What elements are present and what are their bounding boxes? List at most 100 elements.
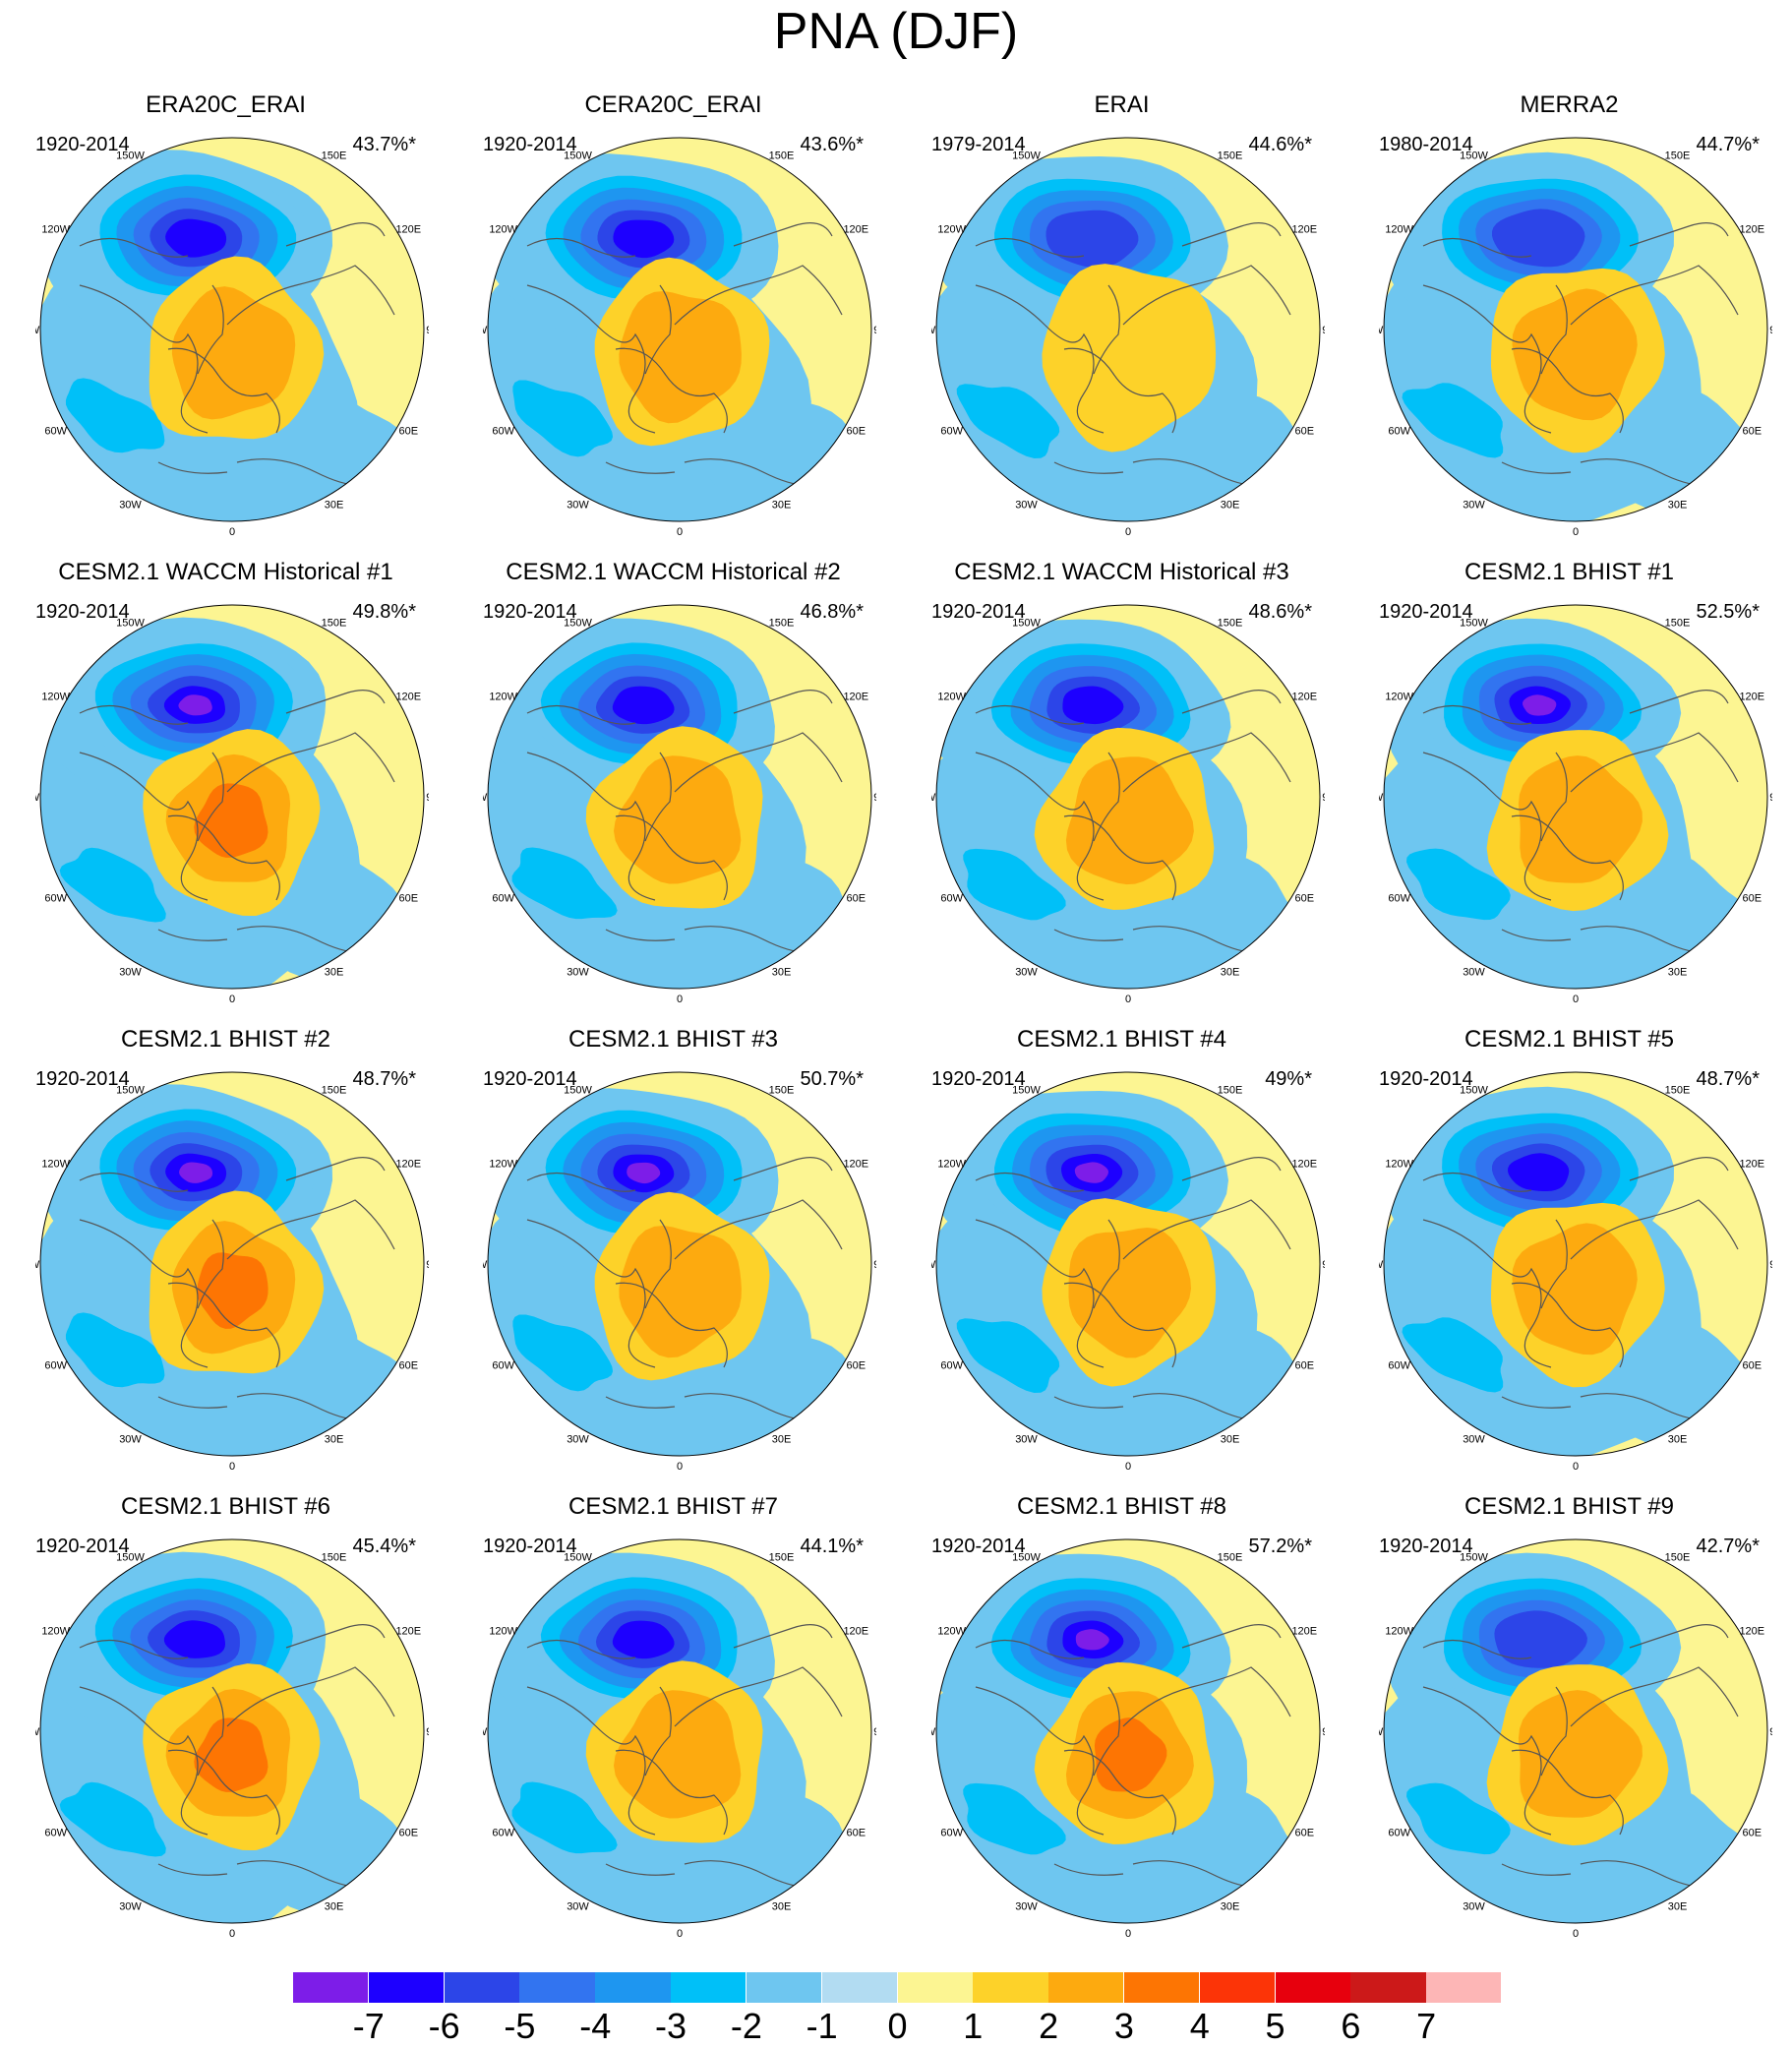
panel-title: CESM2.1 WACCM Historical #3 — [954, 559, 1289, 585]
coastline — [644, 1686, 672, 1777]
panel-explained-variance: 48.6%* — [1248, 601, 1313, 623]
longitude-label: 30E — [1221, 500, 1240, 512]
coastline — [79, 1686, 209, 1836]
coastline — [1053, 1863, 1124, 1876]
longitude-label: 120E — [1291, 1626, 1317, 1638]
coastline — [615, 347, 728, 434]
contour-field — [1384, 1539, 1767, 1923]
colorbar-tick-label: 4 — [1189, 2006, 1210, 2046]
coastline — [1422, 752, 1552, 901]
panel-title: ERAI — [1094, 91, 1150, 118]
longitude-label: 60E — [847, 1360, 866, 1372]
longitude-label: 90W — [1379, 1259, 1384, 1271]
coastline — [733, 690, 833, 714]
pacific-low-level-neg6 — [1062, 686, 1124, 725]
longitude-label: 180 — [223, 1535, 241, 1536]
coastline — [975, 752, 1105, 901]
longitude-label: 30W — [119, 1901, 142, 1913]
coastline — [1540, 752, 1568, 842]
longitude-label: 120E — [1739, 692, 1764, 703]
coastline — [605, 1396, 676, 1409]
longitude-label: 90W — [35, 792, 40, 804]
panel-title: CESM2.1 BHIST #3 — [568, 1026, 778, 1053]
ridge-level-pos4 — [197, 1252, 269, 1329]
longitude-label: 120E — [395, 1159, 421, 1171]
colorbar-swatch — [293, 1972, 370, 2003]
longitude-label: 0 — [677, 1461, 683, 1473]
ridge-level-pos3 — [1065, 756, 1194, 885]
panel-explained-variance: 42.7%* — [1696, 1536, 1761, 1557]
panel-explained-variance: 48.7%* — [1696, 1068, 1761, 1090]
longitude-label: 30E — [772, 1434, 792, 1446]
longitude-label: 150E — [1665, 1085, 1691, 1097]
coastline — [157, 461, 228, 474]
coastline — [197, 1219, 224, 1309]
coastline — [1629, 222, 1729, 247]
longitude-label: 0 — [1573, 1928, 1579, 1940]
longitude-label: 30W — [1463, 967, 1485, 979]
colorbar-swatch — [671, 1972, 747, 2003]
coastline — [674, 732, 843, 793]
polar-map: 180 150W 150E 120W 120E 90W 90E 60W 60E 30W 30E 0 — [35, 1535, 429, 1940]
colorbar-swatch — [746, 1972, 823, 2003]
longitude-label: 30W — [567, 1434, 589, 1446]
coastline — [79, 752, 209, 901]
panel-explained-variance: 43.6%* — [800, 134, 865, 155]
longitude-label: 0 — [1573, 526, 1579, 538]
contour-level-neg2 — [511, 1781, 618, 1854]
coastline — [1422, 1172, 1532, 1192]
longitude-label: 180 — [1119, 133, 1137, 135]
longitude-label: 30W — [1463, 500, 1485, 512]
longitude-label: 60W — [1388, 1828, 1410, 1839]
coastline — [975, 1639, 1085, 1659]
coastline — [167, 814, 280, 901]
coastline — [1063, 1749, 1176, 1836]
map-boundary — [39, 1071, 425, 1457]
longitude-label: 30E — [772, 1901, 792, 1913]
longitude-label: 0 — [229, 1928, 235, 1940]
pacific-low-level-neg7 — [1523, 694, 1557, 716]
polar-map: 180 150W 150E 120W 120E 90W 90E 60W 60E 30W 30E 0 — [35, 1067, 429, 1473]
longitude-label: 60W — [492, 1360, 514, 1372]
longitude-label: 150W — [116, 618, 145, 630]
coastline — [1063, 814, 1176, 901]
contour-level-neg2 — [963, 848, 1066, 921]
longitude-label: 120W — [41, 1626, 70, 1638]
longitude-label: 0 — [1125, 1928, 1131, 1940]
polar-map: 180 150W 150E 120W 120E 90W 90E 60W 60E 30W 30E 0 — [1379, 1067, 1772, 1473]
ridge-level-pos3 — [1512, 288, 1638, 421]
ridge-level-pos3 — [619, 291, 742, 424]
coastline — [1093, 1686, 1120, 1777]
longitude-label: 90E — [1322, 1259, 1325, 1271]
panel-explained-variance: 49%* — [1265, 1068, 1312, 1090]
longitude-label: 90E — [873, 1726, 876, 1738]
polar-map: 180 150W 150E 120W 120E 90W 90E 60W 60E 30W 30E 0 — [483, 1067, 876, 1473]
coastline — [526, 1686, 656, 1836]
coastline — [1122, 1666, 1291, 1727]
longitude-label: 0 — [1125, 526, 1131, 538]
longitude-label: 120E — [395, 692, 421, 703]
longitude-label: 150E — [322, 1552, 347, 1564]
longitude-label: 90W — [931, 1726, 936, 1738]
longitude-label: 120W — [937, 224, 966, 236]
longitude-label: 30E — [1668, 1434, 1688, 1446]
coastline — [79, 1172, 189, 1192]
panel-title: CESM2.1 BHIST #4 — [1017, 1026, 1226, 1053]
panel-explained-variance: 43.7%* — [352, 134, 417, 155]
coastline — [615, 1749, 728, 1836]
longitude-label: 30E — [1221, 967, 1240, 979]
polar-map: 180 150W 150E 120W 120E 90W 90E 60W 60E 30W 30E 0 — [931, 1535, 1325, 1940]
contour-level-neg2 — [59, 847, 166, 923]
colorbar-swatch — [973, 1972, 1049, 2003]
panel-period: 1979-2014 — [931, 134, 1026, 155]
coastline — [1122, 265, 1291, 326]
pacific-low-level-neg6 — [1508, 1153, 1570, 1191]
longitude-label: 90E — [1322, 1726, 1325, 1738]
map-panel: CERA20C_ERAI 1920-2014 43.6%* 180 150W 150E 12… — [483, 91, 930, 561]
panel-period: 1920-2014 — [35, 1536, 130, 1557]
colorbar-swatch — [595, 1972, 672, 2003]
longitude-label: 180 — [223, 600, 241, 602]
longitude-label: 180 — [671, 1067, 688, 1069]
coastline — [1511, 347, 1624, 434]
longitude-label: 30W — [567, 967, 589, 979]
